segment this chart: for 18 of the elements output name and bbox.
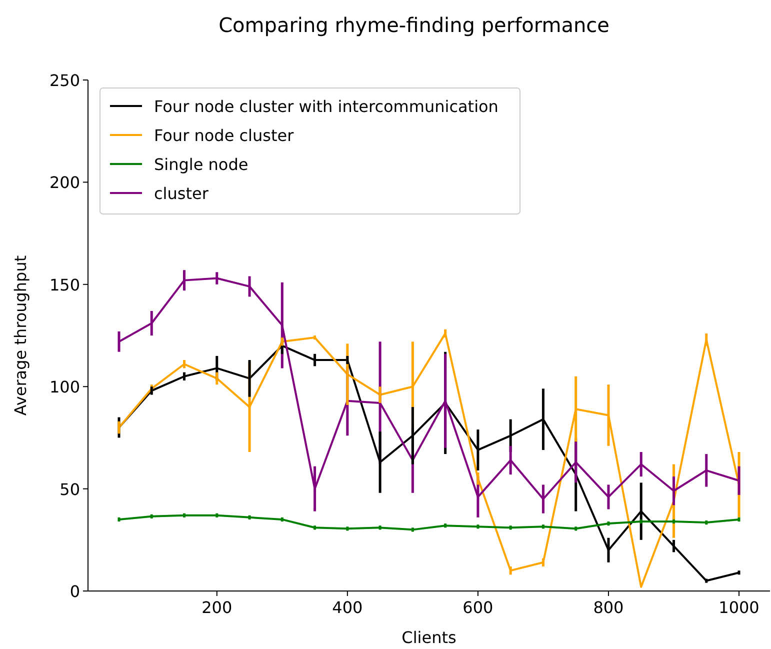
x-tick-label: 400 [332,598,363,617]
y-axis-title: Average throughput [11,255,30,416]
y-tick-label: 50 [60,480,80,499]
y-tick-label: 250 [49,71,80,90]
x-tick-label: 800 [593,598,624,617]
legend-label: Single node [154,155,248,174]
x-axis-title: Clients [402,628,456,647]
x-tick-label: 200 [202,598,232,617]
legend-label: cluster [154,184,209,203]
x-tick-label: 1000 [718,598,760,617]
y-tick-label: 150 [49,275,80,294]
y-tick-label: 200 [49,173,80,192]
chart-title: Comparing rhyme-finding performance [218,13,610,37]
x-tick-label: 600 [462,598,494,617]
legend-label: Four node cluster with intercommunication [154,97,498,116]
legend-label: Four node cluster [154,126,294,145]
y-tick-label: 100 [49,378,80,397]
y-tick-label: 0 [70,582,80,601]
